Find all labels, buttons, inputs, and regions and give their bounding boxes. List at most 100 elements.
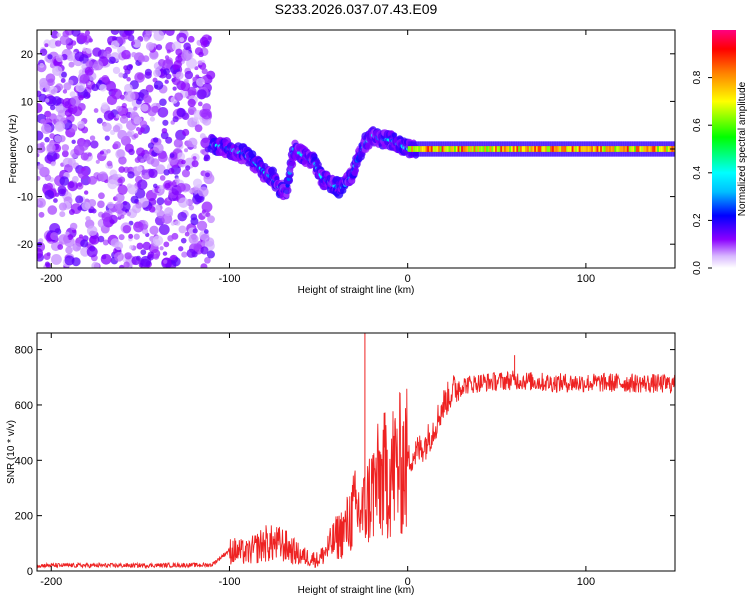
heat-cell xyxy=(181,251,188,258)
heat-cell xyxy=(153,69,162,78)
heat-cell xyxy=(172,86,177,91)
colorbar-tick-label: 0.0 xyxy=(692,261,703,275)
heat-cell xyxy=(143,36,149,42)
heat-cell xyxy=(192,178,203,188)
heat-cell xyxy=(391,132,398,138)
heat-cell xyxy=(126,131,133,138)
snr-xlabel: Height of straight line (km) xyxy=(298,585,415,596)
heat-cell xyxy=(44,136,50,143)
heat-cell xyxy=(136,242,144,250)
heat-cell xyxy=(186,248,196,258)
heat-cell xyxy=(45,95,57,107)
heat-cell xyxy=(45,98,50,103)
colorbar-tick-label: 0.6 xyxy=(692,118,703,132)
heat-cell xyxy=(43,253,51,261)
heat-cell xyxy=(139,120,148,128)
heat-cell xyxy=(163,259,168,264)
heat-cell xyxy=(147,107,157,117)
heat-cell xyxy=(157,106,169,118)
heat-cell xyxy=(126,64,133,71)
heat-cell xyxy=(106,160,113,167)
heat-cell xyxy=(53,198,58,203)
heat-cell xyxy=(72,106,83,117)
heat-cell xyxy=(64,109,73,117)
heat-cell xyxy=(149,225,159,235)
heat-cell xyxy=(160,131,169,140)
heat-cell xyxy=(61,144,70,152)
heat-cell xyxy=(59,34,70,46)
heat-cell xyxy=(174,177,180,183)
heat-cell xyxy=(40,142,45,147)
heat-cell xyxy=(141,228,149,235)
heat-cell xyxy=(37,247,43,259)
heat-cell xyxy=(140,249,147,256)
heat-cell xyxy=(78,94,84,101)
x-tick-label: 0 xyxy=(405,576,411,588)
heat-cell xyxy=(82,47,87,52)
heat-cell xyxy=(49,133,56,139)
heat-cell xyxy=(133,133,139,139)
heat-cell xyxy=(176,107,186,118)
heat-cell xyxy=(190,217,199,226)
heat-cell xyxy=(140,104,149,112)
heat-cell xyxy=(80,152,89,161)
heat-cell xyxy=(172,116,179,123)
heat-cell xyxy=(197,60,203,66)
snr-frame xyxy=(36,332,676,572)
heat-cell xyxy=(143,94,152,103)
heat-cell xyxy=(196,89,207,100)
heat-cell xyxy=(180,237,187,244)
colorbar-gradient xyxy=(712,30,736,268)
heat-cell xyxy=(133,106,138,111)
heat-cell xyxy=(132,39,142,48)
heat-cell xyxy=(119,264,125,268)
heat-cell xyxy=(65,246,73,254)
heat-cell xyxy=(181,169,190,178)
heat-cell xyxy=(85,47,92,54)
heat-cell xyxy=(119,115,129,124)
heat-cell xyxy=(165,73,172,80)
heat-cell xyxy=(38,211,45,218)
heat-cell xyxy=(164,55,170,60)
heat-cell xyxy=(91,83,99,92)
heat-cell xyxy=(178,197,189,208)
heat-cell xyxy=(67,79,74,86)
heat-cell xyxy=(54,121,66,132)
x-tick-label: -200 xyxy=(40,576,62,588)
heat-cell xyxy=(181,159,186,165)
heat-cell xyxy=(204,257,211,264)
heat-cell xyxy=(77,167,89,179)
snr-series xyxy=(37,333,675,570)
heat-cell xyxy=(50,254,62,265)
heat-cell xyxy=(131,51,137,58)
heat-cell xyxy=(111,88,123,100)
heat-cell xyxy=(159,246,164,251)
heat-cell xyxy=(164,79,169,84)
heat-cell xyxy=(144,71,152,79)
heat-cell xyxy=(152,235,164,246)
heat-cell xyxy=(157,152,168,163)
heat-cell xyxy=(118,156,127,165)
heat-cell xyxy=(74,51,85,62)
heat-cell xyxy=(137,179,148,190)
heat-cell xyxy=(147,142,155,149)
heat-cell xyxy=(199,133,206,140)
heat-cell xyxy=(159,175,166,181)
heat-cell xyxy=(117,178,123,184)
colorbar-tick-label: 0.4 xyxy=(692,165,703,179)
heat-cell xyxy=(110,40,120,49)
heat-cell xyxy=(75,195,84,204)
heat-cell xyxy=(206,70,216,80)
heat-cell xyxy=(164,182,171,189)
heat-cell xyxy=(38,93,47,103)
y-tick-label: 0 xyxy=(27,566,33,578)
heat-cell xyxy=(201,201,213,213)
heat-cell xyxy=(37,175,41,181)
heat-cell xyxy=(201,68,208,75)
heat-cell xyxy=(37,103,43,114)
heat-cell xyxy=(124,83,133,93)
heat-cell xyxy=(112,66,121,75)
heat-cell xyxy=(97,171,108,182)
heat-cell xyxy=(138,197,149,208)
heat-cell xyxy=(126,120,137,131)
